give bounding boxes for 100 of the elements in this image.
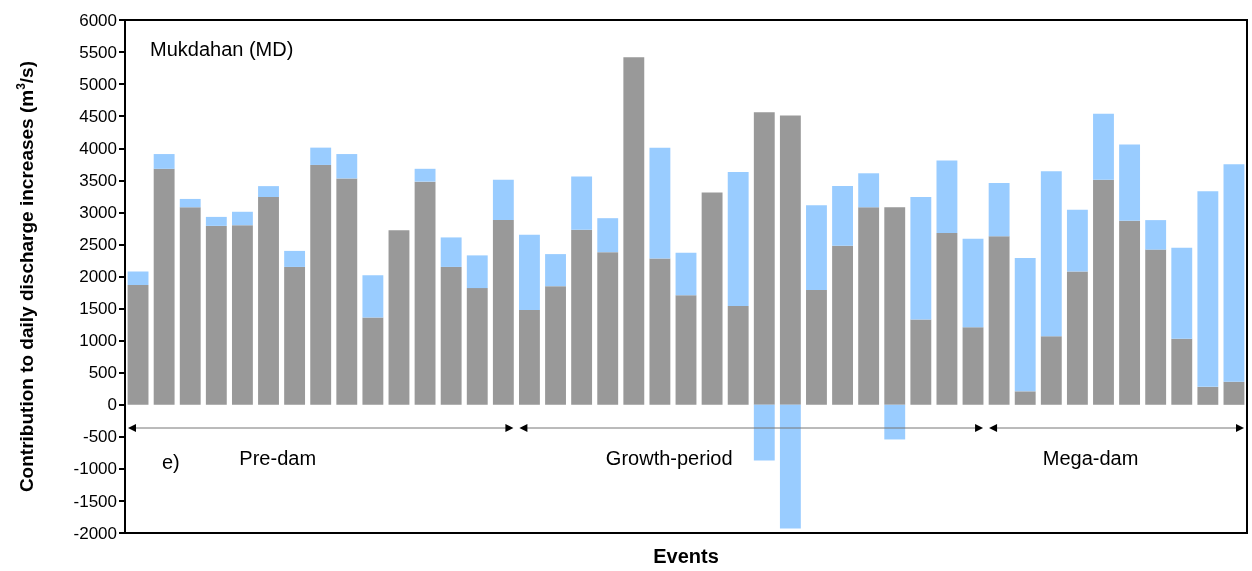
bar: [597, 252, 619, 405]
bar: [1014, 391, 1036, 405]
bar: [1145, 220, 1167, 250]
bar: [127, 284, 149, 405]
bar: [127, 271, 149, 285]
bar: [205, 216, 227, 226]
bar: [440, 266, 462, 405]
y-tick-label: 6000: [79, 10, 117, 30]
annotation: Pre-dam: [239, 447, 317, 469]
bar: [284, 266, 306, 405]
bar: [336, 154, 358, 179]
bar: [492, 179, 514, 221]
y-tick-label: 3000: [79, 202, 117, 222]
x-axis-title: Events: [653, 545, 719, 567]
bar: [1040, 336, 1062, 405]
bar: [1145, 249, 1167, 405]
bar: [284, 250, 306, 267]
text: Mukdahan (MD): [150, 38, 294, 60]
bar: [1223, 381, 1245, 405]
bar: [753, 112, 775, 405]
y-axis-title: Contribution to daily discharge increases (m3/s): [14, 61, 37, 493]
bar: [258, 186, 279, 198]
bar: [545, 254, 566, 287]
bar: [753, 404, 775, 461]
y-tick-label: -1000: [73, 459, 117, 479]
bar: [884, 404, 906, 440]
bar: [988, 182, 1010, 237]
bar: [571, 176, 593, 230]
annotation: Growth-period: [605, 447, 733, 469]
bar: [779, 115, 801, 405]
y-tick-label: -2000: [73, 523, 117, 543]
bar: [179, 198, 201, 208]
y-tick-label: 0: [107, 395, 117, 415]
y-tick-label: 2500: [79, 234, 117, 254]
y-tick-label: 3500: [79, 170, 117, 190]
bar: [623, 57, 645, 405]
bar: [519, 234, 540, 310]
bar: [1093, 179, 1114, 405]
y-tick-label: 2000: [79, 267, 117, 287]
bar: [858, 173, 880, 208]
bar: [336, 178, 358, 405]
bar: [1040, 171, 1062, 337]
y-tick-label: -500: [82, 427, 117, 447]
bar: [519, 309, 540, 405]
bar: [414, 168, 436, 182]
bar: [806, 205, 827, 291]
bar: [310, 147, 332, 165]
y-tick-label: 5000: [79, 74, 117, 94]
y-tick-label: 4000: [79, 138, 117, 158]
bar: [1197, 191, 1219, 387]
bar: [362, 275, 384, 318]
bar: [1119, 144, 1141, 221]
bar: [910, 197, 932, 320]
bar: [675, 252, 697, 296]
bar: [1171, 338, 1193, 405]
annotation: e): [162, 451, 180, 473]
bar: [1171, 247, 1193, 339]
bar: [701, 192, 723, 405]
bar: [258, 197, 279, 405]
bar: [179, 207, 201, 405]
bar: [1223, 164, 1245, 382]
bar: [153, 168, 175, 405]
bar: [466, 288, 488, 405]
bar: [884, 207, 906, 405]
bar: [779, 404, 801, 529]
bar: [231, 211, 253, 226]
bar: [962, 238, 984, 328]
bar: [1119, 220, 1141, 405]
bar: [466, 255, 488, 289]
bar: [414, 181, 436, 405]
bar: [832, 245, 853, 405]
bar: [962, 327, 984, 405]
bar: [832, 186, 853, 246]
bar: [1197, 386, 1219, 405]
y-tick-label: 1000: [79, 331, 117, 351]
bar: [936, 160, 958, 233]
bar: [858, 207, 880, 405]
y-tick-label: 500: [88, 363, 117, 383]
bar: [1066, 271, 1088, 405]
bar: [1066, 209, 1088, 272]
y-tick-label: 4500: [79, 106, 117, 126]
annotation: Mega-dam: [1042, 447, 1139, 469]
bar: [597, 218, 619, 253]
y-tick-label: 1500: [79, 299, 117, 319]
bar: [492, 220, 514, 405]
bar: [910, 319, 932, 405]
bar: [153, 154, 175, 169]
bar: [649, 147, 671, 259]
bar: [205, 225, 227, 405]
y-tick-label: -1500: [73, 491, 117, 511]
bar: [649, 258, 671, 405]
bar: [727, 306, 749, 405]
bar: [231, 225, 253, 405]
bar: [936, 232, 958, 405]
y-tick-label: 5500: [79, 42, 117, 62]
bar: [545, 286, 566, 405]
bar: [1093, 113, 1114, 180]
bar: [310, 164, 332, 405]
bar: [806, 290, 827, 405]
bar: [675, 295, 697, 405]
